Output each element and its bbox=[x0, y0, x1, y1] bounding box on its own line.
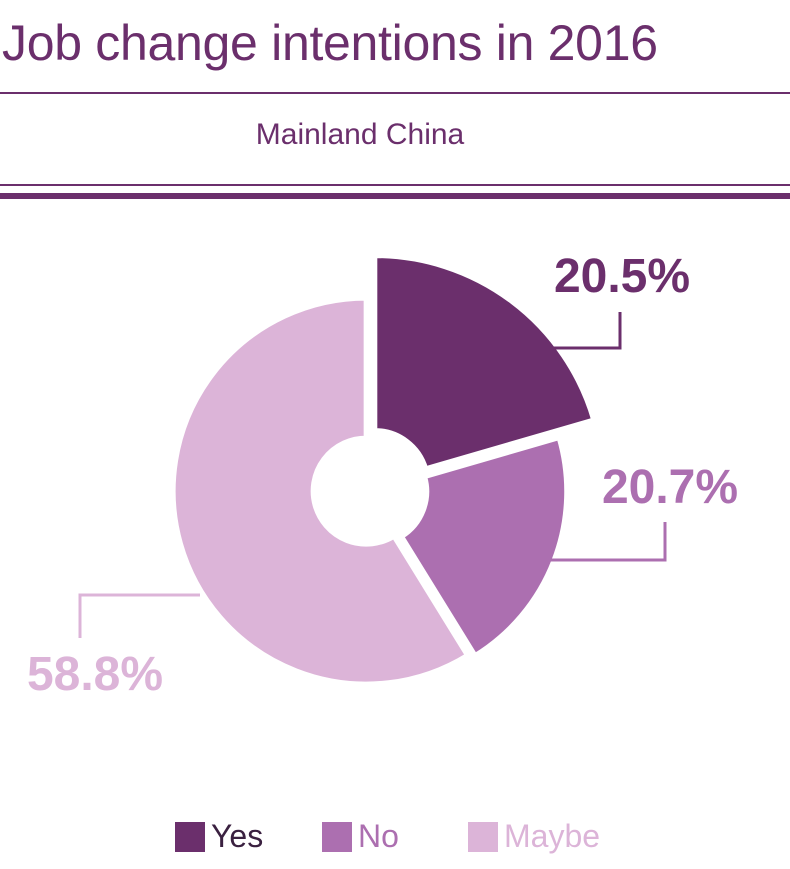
legend-swatch-no bbox=[322, 821, 352, 852]
chart-legend: Yes No Maybe bbox=[0, 818, 790, 868]
chart-title: Job change intentions in 2016 bbox=[2, 15, 658, 71]
legend-item-no: No bbox=[322, 818, 399, 855]
title-divider bbox=[0, 92, 790, 94]
value-label-yes: 20.5% bbox=[554, 250, 690, 303]
pie-slice-yes bbox=[372, 253, 597, 472]
pie-slice-no bbox=[398, 434, 570, 660]
legend-label-maybe: Maybe bbox=[504, 818, 601, 854]
value-label-maybe: 58.8% bbox=[27, 648, 163, 701]
legend-label-no: No bbox=[358, 818, 399, 854]
subtitle-divider-thick bbox=[0, 193, 790, 199]
legend-swatch-yes bbox=[175, 821, 205, 852]
subtitle-divider-thin bbox=[0, 184, 790, 186]
value-label-no: 20.7% bbox=[602, 461, 738, 514]
pie-slice-maybe bbox=[170, 295, 471, 687]
leader-line-no bbox=[548, 522, 667, 562]
legend-label-yes: Yes bbox=[211, 818, 264, 854]
legend-swatch-maybe bbox=[468, 821, 498, 852]
legend-item-yes: Yes bbox=[175, 818, 263, 855]
leader-line-yes bbox=[540, 312, 622, 350]
chart-subtitle: Mainland China bbox=[255, 118, 465, 151]
leader-line-maybe bbox=[78, 593, 200, 638]
legend-item-maybe: Maybe bbox=[468, 818, 600, 855]
